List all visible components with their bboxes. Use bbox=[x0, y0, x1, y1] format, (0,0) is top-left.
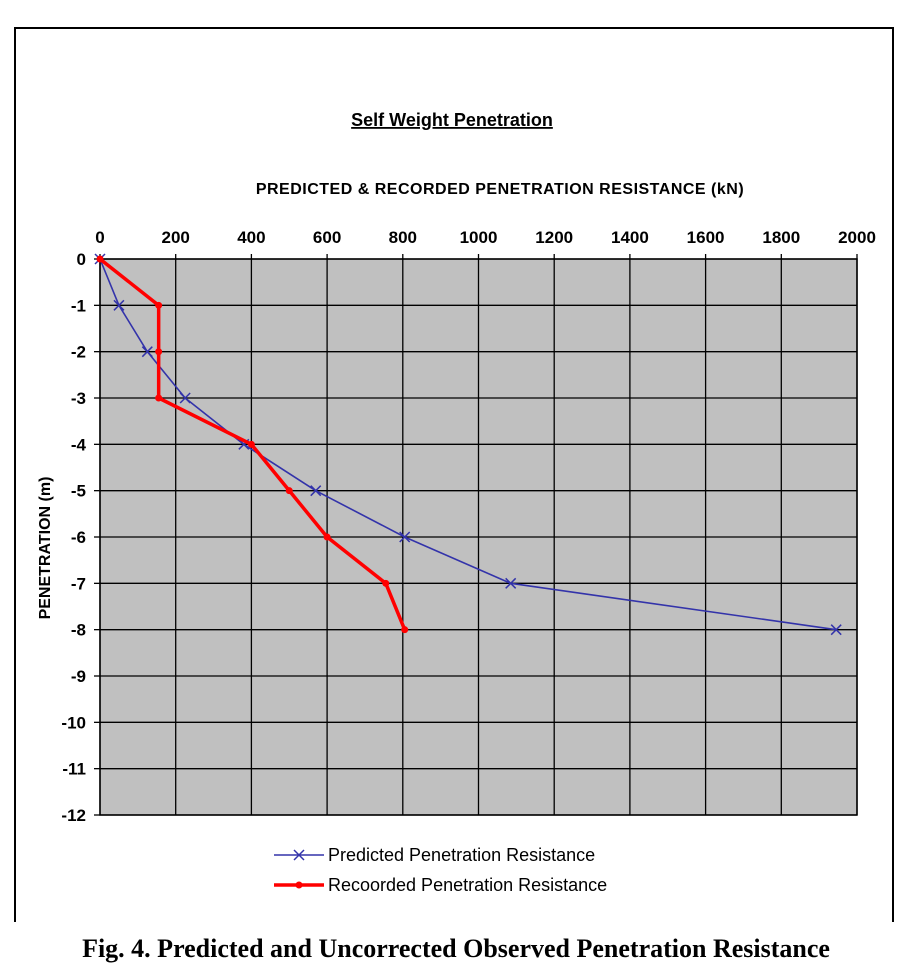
data-point bbox=[141, 346, 153, 358]
y-tick-label: -1 bbox=[71, 296, 86, 315]
data-point bbox=[155, 301, 163, 309]
y-tick-label: -6 bbox=[71, 528, 86, 547]
data-point bbox=[399, 531, 411, 543]
x-tick-label: 2000 bbox=[838, 228, 876, 247]
data-point bbox=[285, 487, 293, 495]
x-tick-label: 1600 bbox=[687, 228, 725, 247]
y-tick-label: -8 bbox=[71, 621, 86, 640]
data-point bbox=[96, 255, 104, 263]
y-axis-title: PENETRATION (m) bbox=[37, 477, 54, 620]
data-point bbox=[323, 533, 331, 541]
y-tick-label: -9 bbox=[71, 667, 86, 686]
y-tick-label: -7 bbox=[71, 574, 86, 593]
data-point bbox=[155, 394, 163, 402]
chart-title: Self Weight Penetration bbox=[351, 110, 553, 130]
x-tick-label: 1800 bbox=[762, 228, 800, 247]
x-axis-title: PREDICTED & RECORDED PENETRATION RESISTA… bbox=[256, 181, 744, 198]
x-tick-label: 200 bbox=[162, 228, 190, 247]
y-tick-label: -12 bbox=[61, 806, 86, 825]
y-tick-label: -11 bbox=[62, 760, 86, 779]
x-tick-label: 1400 bbox=[611, 228, 649, 247]
data-point bbox=[179, 392, 191, 404]
data-point bbox=[382, 579, 390, 587]
data-point bbox=[247, 440, 255, 448]
data-point bbox=[505, 577, 517, 589]
x-tick-label: 1200 bbox=[535, 228, 573, 247]
data-point bbox=[155, 348, 163, 356]
data-point bbox=[310, 485, 322, 497]
y-tick-label: 0 bbox=[77, 250, 86, 269]
data-point bbox=[830, 624, 842, 636]
y-tick-label: -10 bbox=[61, 713, 86, 732]
x-tick-label: 600 bbox=[313, 228, 341, 247]
data-point bbox=[401, 626, 409, 634]
figure-caption: Fig. 4. Predicted and Uncorrected Observ… bbox=[82, 934, 830, 963]
chart-frame bbox=[14, 27, 894, 922]
legend-label: Recoorded Penetration Resistance bbox=[328, 875, 607, 895]
x-tick-label: 800 bbox=[389, 228, 417, 247]
y-tick-label: -3 bbox=[71, 389, 86, 408]
legend-entry: Recoorded Penetration Resistance bbox=[274, 875, 607, 895]
plot-border bbox=[99, 258, 858, 816]
x-tick-label: 0 bbox=[95, 228, 104, 247]
chart: Self Weight Penetration PREDICTED & RECO… bbox=[37, 110, 876, 895]
legend-label: Predicted Penetration Resistance bbox=[328, 845, 595, 865]
legend-entry: Predicted Penetration Resistance bbox=[274, 845, 595, 865]
y-tick-label: -2 bbox=[71, 343, 86, 362]
x-tick-label: 1000 bbox=[460, 228, 498, 247]
x-tick-label: 400 bbox=[237, 228, 265, 247]
y-tick-label: -5 bbox=[71, 482, 86, 501]
data-point bbox=[113, 299, 125, 311]
y-tick-label: -4 bbox=[71, 435, 87, 454]
